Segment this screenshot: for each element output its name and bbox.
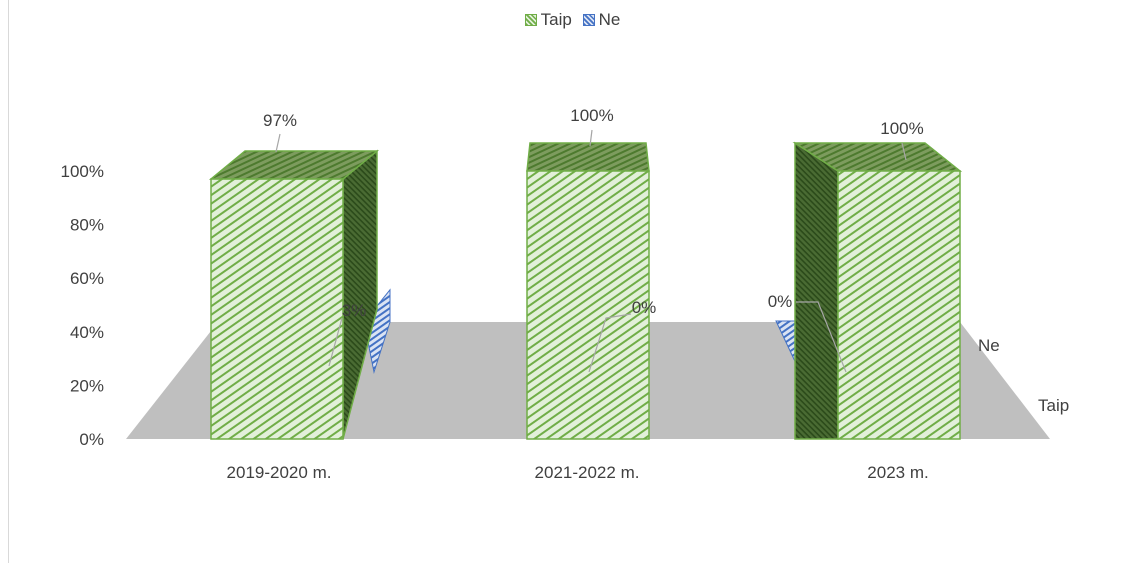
data-label-taip: 97% (263, 111, 297, 130)
legend: Taip Ne (0, 10, 1145, 31)
x-tick-label: 2021-2022 m. (535, 463, 640, 482)
y-tick-label: 40% (70, 323, 104, 342)
bar-taip-side (794, 141, 839, 440)
y-tick-label: 60% (70, 269, 104, 288)
data-label-ne: 0% (768, 292, 793, 311)
bar-taip (837, 170, 961, 440)
bar-ne (363, 288, 391, 374)
depth-axis-label: Ne (978, 336, 1000, 355)
data-label-ne: 3% (342, 301, 367, 320)
leader-line (901, 142, 907, 161)
legend-item-ne: Ne (582, 10, 621, 30)
bar-taip (210, 178, 344, 440)
data-label-taip: 100% (570, 106, 613, 125)
leader-line (275, 133, 281, 153)
bar-taip (526, 170, 650, 440)
y-tick-label: 20% (70, 376, 104, 395)
leader-line (328, 317, 343, 367)
leader-line (796, 301, 847, 373)
y-tick-label: 100% (61, 162, 104, 181)
legend-label-taip: Taip (540, 10, 572, 29)
legend-item-taip: Taip (524, 10, 572, 30)
depth-axis-label: Taip (1038, 396, 1069, 415)
chart-frame-edge (8, 0, 9, 563)
leader-line (588, 313, 632, 373)
leader-line (589, 129, 593, 147)
data-label-taip: 100% (880, 119, 923, 138)
data-label-ne: 0% (632, 298, 657, 317)
legend-label-ne: Ne (598, 10, 621, 29)
x-tick-label: 2023 m. (867, 463, 928, 482)
y-tick-label: 0% (79, 430, 104, 449)
x-tick-label: 2019-2020 m. (227, 463, 332, 482)
bar-taip-top (526, 142, 650, 172)
legend-swatch-taip (524, 14, 537, 26)
legend-swatch-ne (582, 14, 595, 26)
y-tick-label: 80% (70, 216, 104, 235)
